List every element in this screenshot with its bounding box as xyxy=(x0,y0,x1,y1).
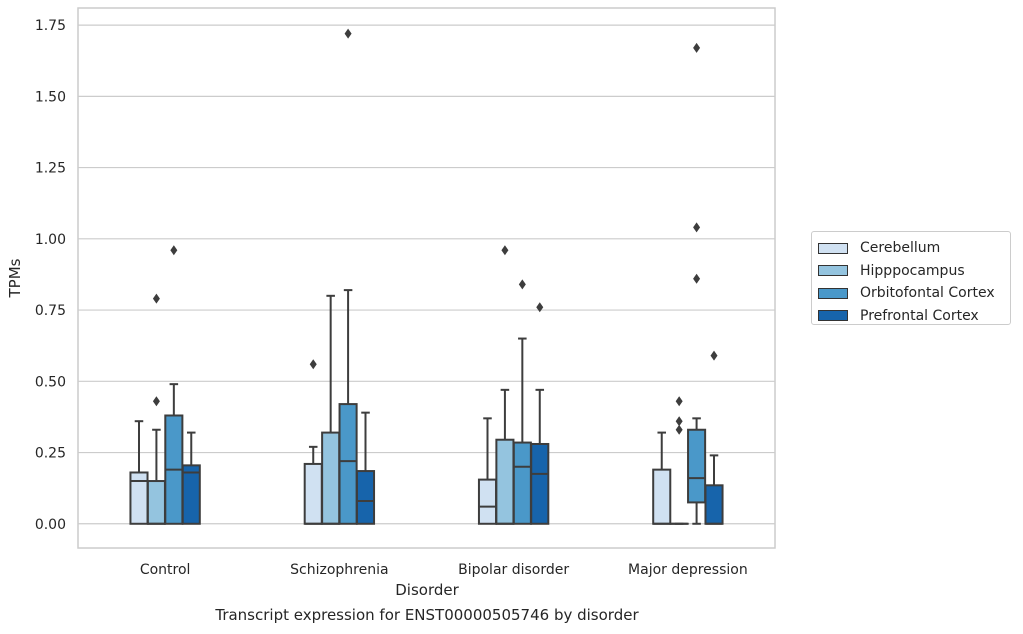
y-tick-label: 1.25 xyxy=(35,161,66,177)
box-body xyxy=(495,438,515,525)
box-hipppocampus-2 xyxy=(495,245,515,525)
box-prefrontal-cortex-0 xyxy=(181,431,201,525)
box-body xyxy=(181,464,201,525)
box-cerebellum-1 xyxy=(303,359,323,525)
box-body xyxy=(687,428,707,504)
y-gridlines xyxy=(78,24,775,525)
box-body xyxy=(146,480,166,525)
box-orbitofontal-cortex-2 xyxy=(512,279,532,525)
outlier-point xyxy=(693,42,701,53)
plot-frame xyxy=(77,7,776,549)
box-hipppocampus-0 xyxy=(146,293,166,525)
outlier-point xyxy=(344,28,352,39)
box-cerebellum-0 xyxy=(129,420,149,525)
box-body xyxy=(512,441,532,525)
x-tick-label: Schizophrenia xyxy=(290,562,388,578)
y-axis-label: TPMs xyxy=(6,258,24,298)
legend-swatch-cerebellum xyxy=(818,242,848,254)
legend-item-prefrontal-cortex: Prefrontal Cortex xyxy=(818,305,1010,328)
x-axis-label: Disorder xyxy=(395,581,459,599)
x-tick-label: Major depression xyxy=(628,562,748,578)
legend-item-orbitofrontal-cortex: Orbitofontal Cortex xyxy=(818,282,1010,305)
y-tick-label: 1.50 xyxy=(35,89,66,105)
outlier-point xyxy=(518,279,526,290)
legend-swatch-hippocampus xyxy=(818,265,848,277)
outlier-point xyxy=(152,293,160,304)
y-tick-label: 0.00 xyxy=(35,517,66,533)
outlier-point xyxy=(675,424,683,435)
box-orbitofontal-cortex-1 xyxy=(338,28,358,525)
outlier-point xyxy=(152,396,160,407)
legend-label-prefrontal-cortex: Prefrontal Cortex xyxy=(860,307,979,324)
box-body xyxy=(321,431,341,525)
y-tick-label: 1.75 xyxy=(35,18,66,34)
legend-item-hippocampus: Hipppocampus xyxy=(818,260,1010,283)
outlier-point xyxy=(675,416,683,427)
box-prefrontal-cortex-1 xyxy=(355,411,376,525)
box-body xyxy=(338,403,358,525)
x-tick-labels: Control Schizophrenia Bipolar disorder Majo… xyxy=(140,562,748,578)
legend-item-cerebellum: Cerebellum xyxy=(818,237,1010,260)
box-prefrontal-cortex-2 xyxy=(530,302,550,525)
box-orbitofontal-cortex-3 xyxy=(687,42,707,525)
box-orbitofontal-cortex-0 xyxy=(164,245,184,525)
box-body xyxy=(704,484,724,525)
y-tick-label: 0.75 xyxy=(35,303,66,319)
legend: Cerebellum Hipppocampus Orbitofontal Cor… xyxy=(811,231,1011,325)
legend-label-hippocampus: Hipppocampus xyxy=(860,262,965,279)
y-tick-label: 0.25 xyxy=(35,446,66,462)
outlier-point xyxy=(536,302,544,313)
box-body xyxy=(303,462,323,525)
box-plot-marks xyxy=(129,28,724,525)
box-prefrontal-cortex-3 xyxy=(704,350,724,525)
box-hipppocampus-1 xyxy=(321,294,341,525)
outlier-point xyxy=(710,350,718,361)
box-body xyxy=(652,468,672,525)
legend-label-cerebellum: Cerebellum xyxy=(860,240,941,257)
legend-swatch-orbitofrontal-cortex xyxy=(818,287,848,299)
outlier-point xyxy=(501,245,509,256)
chart-caption: Transcript expression for ENST0000050574… xyxy=(215,606,639,624)
outlier-point xyxy=(309,359,317,370)
outlier-point xyxy=(675,396,683,407)
x-tick-label: Bipolar disorder xyxy=(458,562,569,578)
outlier-point xyxy=(693,222,701,233)
outlier-point xyxy=(170,245,178,256)
outlier-point xyxy=(693,273,701,284)
y-tick-label: 1.00 xyxy=(35,232,66,248)
box-cerebellum-2 xyxy=(477,417,498,525)
box-body xyxy=(355,470,376,525)
y-tick-label: 0.50 xyxy=(35,374,66,390)
legend-swatch-prefrontal-cortex xyxy=(818,310,848,322)
legend-label-orbitofrontal-cortex: Orbitofontal Cortex xyxy=(860,285,995,302)
x-tick-label: Control xyxy=(140,562,191,578)
y-tick-labels: 0.00 0.25 0.50 0.75 1.00 1.25 1.50 1.75 xyxy=(35,18,66,533)
box-body xyxy=(530,442,550,525)
box-body xyxy=(477,478,498,525)
box-cerebellum-3 xyxy=(652,431,672,525)
box-hipppocampus-3 xyxy=(669,396,689,525)
